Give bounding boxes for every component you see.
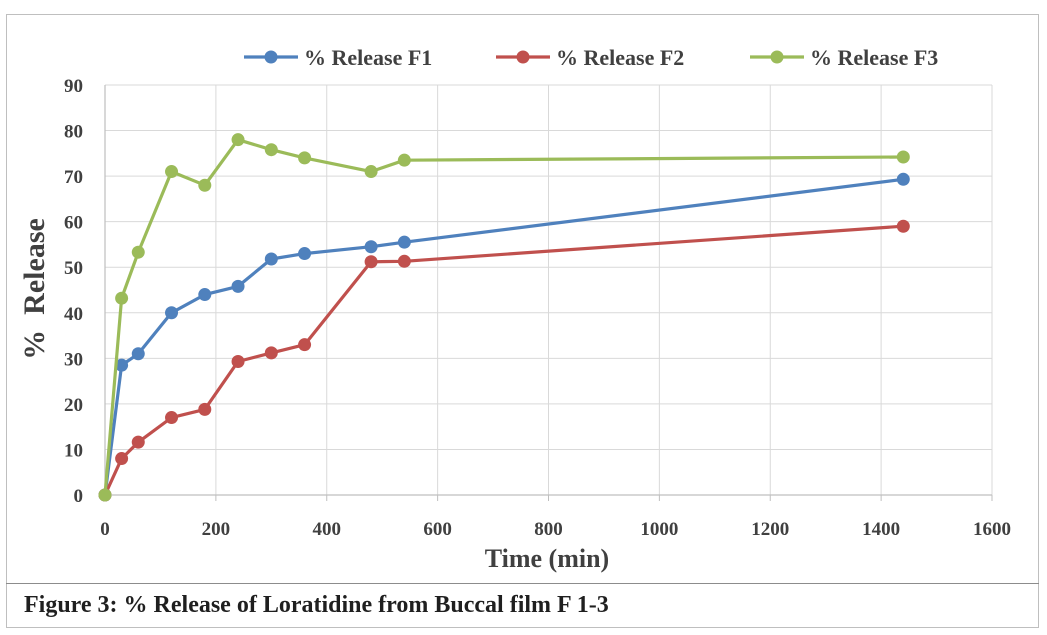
caption-divider [6, 583, 1039, 584]
gridlines [105, 84, 993, 495]
y-tick-label: 70 [64, 167, 83, 188]
data-point [131, 347, 145, 361]
data-point [231, 279, 245, 293]
data-point [115, 452, 129, 466]
data-point [165, 165, 179, 179]
x-tick-label: 600 [423, 519, 452, 540]
x-tick-label: 0 [100, 519, 110, 540]
x-tick-label: 1400 [862, 519, 900, 540]
y-tick-label: 90 [64, 76, 83, 97]
data-point [397, 254, 411, 268]
x-tick-label: 1600 [973, 519, 1011, 540]
y-tick-label: 80 [64, 122, 83, 143]
y-tick-label: 0 [74, 486, 84, 507]
data-point [115, 291, 129, 305]
axes [104, 85, 993, 501]
data-point [165, 411, 179, 425]
y-tick-label: 10 [64, 440, 83, 461]
x-tick-label: 1200 [751, 519, 789, 540]
x-tick-label: 1000 [640, 519, 678, 540]
data-point [264, 346, 278, 360]
data-point [131, 245, 145, 259]
data-point [198, 178, 212, 192]
legend-label: % Release F2 [556, 45, 684, 70]
legend-entry: % Release F1 [244, 45, 432, 70]
tick-labels: 0 10 20 30 40 50 60 70 80 90 0 200 400 600 800 1000 1200… [64, 76, 1011, 540]
data-point [231, 133, 245, 147]
data-point [131, 435, 145, 449]
data-point [397, 153, 411, 167]
legend-marker [264, 50, 278, 64]
figure-frame [6, 14, 1039, 628]
data-point [298, 338, 312, 352]
legend-label: % Release F3 [810, 45, 938, 70]
legend-marker [516, 50, 530, 64]
data-point [364, 165, 378, 179]
data-point [896, 150, 910, 164]
data-point [98, 488, 112, 502]
y-tick-label: 30 [64, 349, 83, 370]
legend: % Release F1 % Release F2 % Release F3 [244, 45, 938, 70]
line-chart: 0 10 20 30 40 50 60 70 80 90 0 200 400 600 800 1000 1200… [18, 45, 1011, 573]
y-tick-label: 50 [64, 258, 83, 279]
data-point [298, 151, 312, 165]
data-point [165, 306, 179, 320]
data-point [115, 358, 129, 372]
figure-caption: Figure 3: % Release of Loratidine from B… [24, 592, 609, 618]
y-tick-label: 20 [64, 395, 83, 416]
data-point [364, 255, 378, 269]
y-axis-title: % Release [18, 218, 51, 360]
y-tick-label: 40 [64, 304, 83, 325]
data-point [231, 355, 245, 369]
y-tick-label: 60 [64, 213, 83, 234]
series-line [103, 224, 904, 496]
data-point [264, 143, 278, 157]
data-point [198, 288, 212, 302]
series-line [103, 177, 904, 496]
data-point [397, 235, 411, 249]
data-point [264, 252, 278, 266]
x-tick-label: 200 [202, 519, 231, 540]
series-lines [98, 133, 910, 502]
series-3 [98, 133, 910, 502]
legend-label: % Release F1 [304, 45, 432, 70]
x-tick-label: 400 [313, 519, 342, 540]
data-point [298, 247, 312, 261]
x-axis-title: Time (min) [485, 544, 609, 573]
data-point [198, 402, 212, 416]
series-2 [98, 219, 910, 502]
legend-entry: % Release F2 [496, 45, 684, 70]
data-point [364, 240, 378, 254]
x-tick-label: 800 [534, 519, 563, 540]
data-point [896, 219, 910, 233]
legend-marker [770, 50, 784, 64]
legend-entry: % Release F3 [750, 45, 938, 70]
data-point [896, 172, 910, 186]
